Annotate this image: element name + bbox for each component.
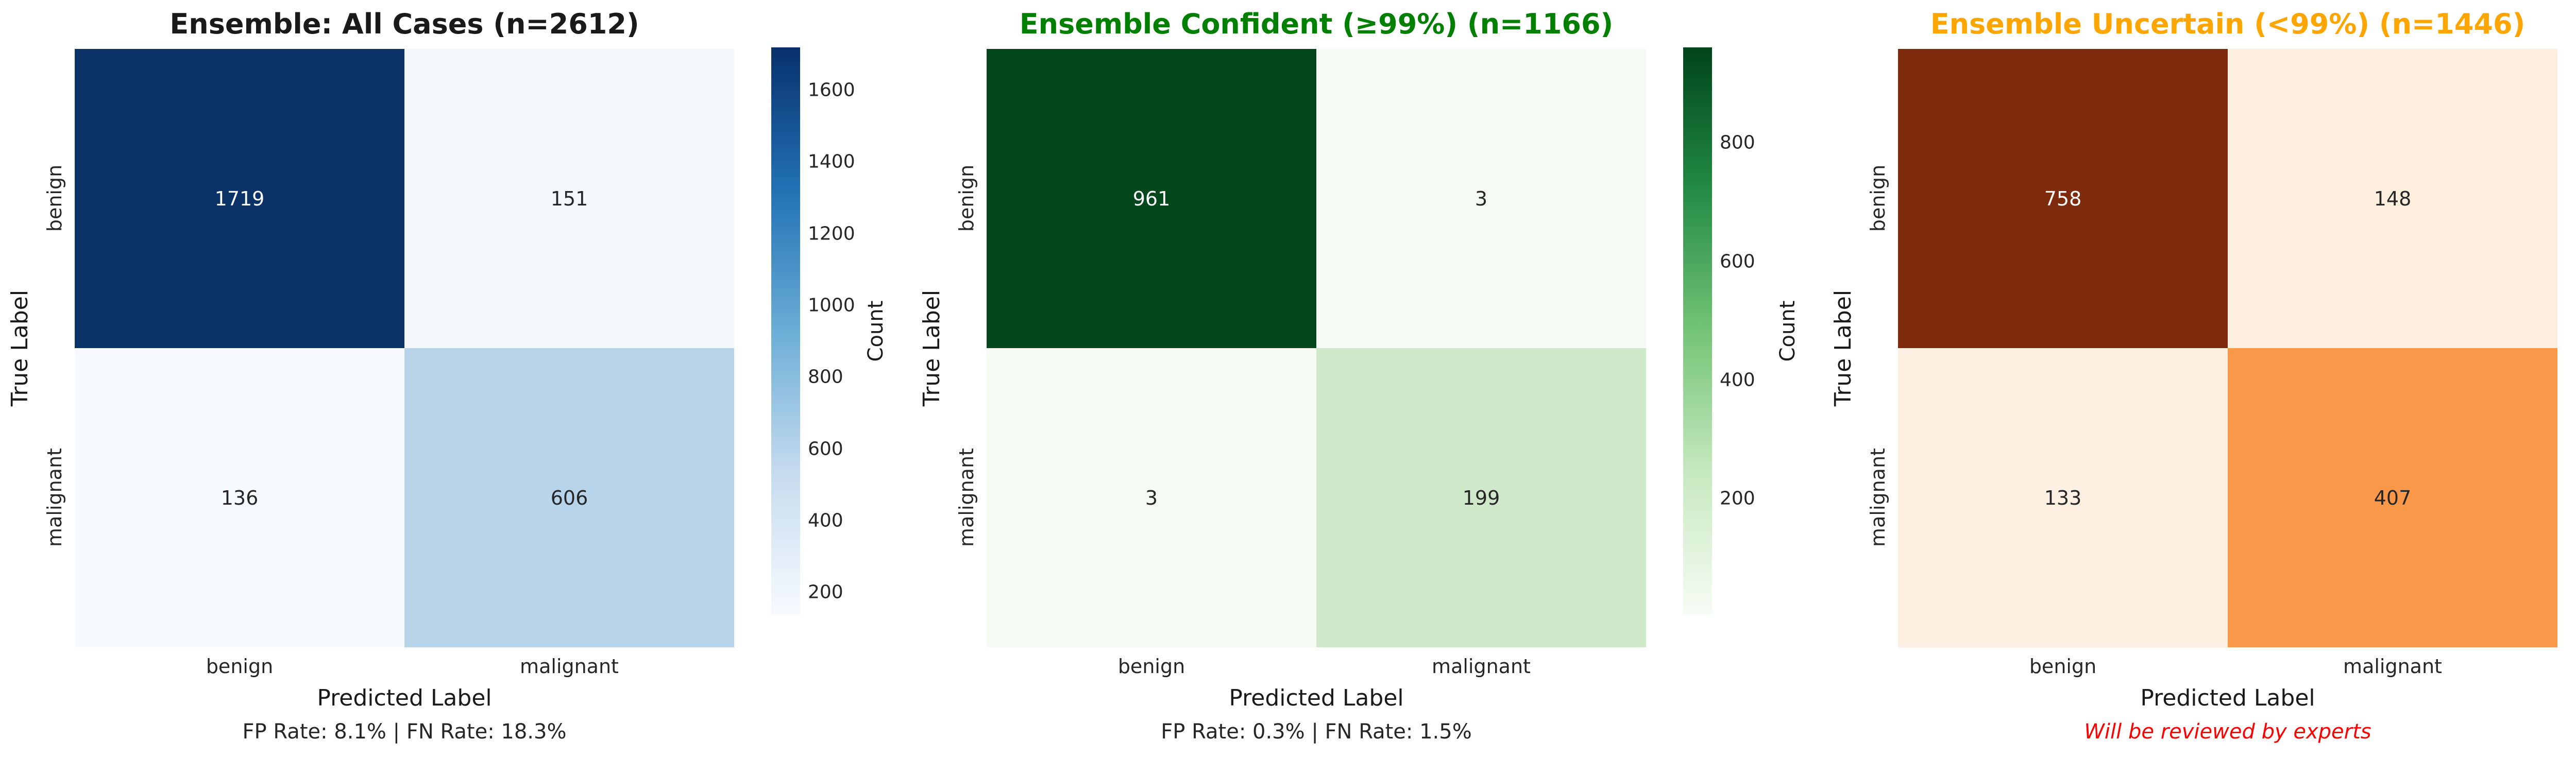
colorbar-tick-label: 600 <box>808 438 843 460</box>
colorbar-tick-label: 1200 <box>808 223 855 245</box>
cell-true-malignant-pred-malignant: 407 <box>2228 348 2557 647</box>
confusion-matrix: 961 3 3 199 <box>987 49 1646 647</box>
cell-true-benign-pred-malignant: 3 <box>1316 49 1646 348</box>
confusion-matrix: 758 148 133 407 <box>1898 49 2557 647</box>
cell-value: 1719 <box>214 187 265 210</box>
cell-true-malignant-pred-benign: 3 <box>987 348 1316 647</box>
cell-value: 407 <box>2374 486 2412 509</box>
confusion-matrix: 1719 151 136 606 <box>75 49 734 647</box>
colorbar-tick-label: 1000 <box>808 295 855 316</box>
panel-title: Ensemble Confident (≥99%) (n=1166) <box>1019 8 1614 40</box>
colorbar-tick-label: 200 <box>808 581 843 603</box>
footnote-rates: FP Rate: 0.3% | FN Rate: 1.5% <box>1161 720 1472 744</box>
colorbar-tick-label: 600 <box>1720 251 1755 272</box>
cell-value: 148 <box>2374 187 2412 210</box>
cell-true-malignant-pred-malignant: 606 <box>404 348 734 647</box>
colorbar-tick-label: 800 <box>1720 132 1755 153</box>
panel-title: Ensemble: All Cases (n=2612) <box>170 8 639 40</box>
cell-value: 3 <box>1475 187 1488 210</box>
x-tick-label-malignant: malignant <box>520 655 619 678</box>
cell-value: 606 <box>550 486 588 509</box>
colorbar-tick-label: 1600 <box>808 79 855 101</box>
cell-true-benign-pred-benign: 961 <box>987 49 1316 348</box>
cell-value: 136 <box>221 486 259 509</box>
colorbar <box>771 47 800 615</box>
cell-true-malignant-pred-benign: 136 <box>75 348 404 647</box>
colorbar-tick-label: 1400 <box>808 151 855 173</box>
colorbar-tick-label: 400 <box>808 510 843 531</box>
cell-true-benign-pred-malignant: 148 <box>2228 49 2557 348</box>
cell-true-benign-pred-benign: 758 <box>1898 49 2228 348</box>
cell-value: 3 <box>1145 486 1158 509</box>
x-axis-label: Predicted Label <box>1229 685 1404 711</box>
panel-title: Ensemble Uncertain (<99%) (n=1446) <box>1930 8 2526 40</box>
cell-value: 199 <box>1462 486 1500 509</box>
cell-value: 151 <box>550 187 588 210</box>
x-tick-label-malignant: malignant <box>2343 655 2442 678</box>
cell-true-malignant-pred-benign: 133 <box>1898 348 2228 647</box>
x-tick-label-benign: benign <box>2029 655 2097 678</box>
cell-value: 758 <box>2044 187 2082 210</box>
x-tick-label-benign: benign <box>1117 655 1185 678</box>
cell-true-benign-pred-benign: 1719 <box>75 49 404 348</box>
x-tick-label-benign: benign <box>206 655 274 678</box>
colorbar-tick-label: 800 <box>808 366 843 388</box>
colorbar-tick-label: 200 <box>1720 488 1755 509</box>
cell-value: 961 <box>1132 187 1171 210</box>
colorbar-tick-label: 400 <box>1720 369 1755 391</box>
x-tick-label-malignant: malignant <box>1432 655 1531 678</box>
footnote-rates: FP Rate: 8.1% | FN Rate: 18.3% <box>242 720 567 744</box>
panel-all-cases: Ensemble: All Cases (n=2612) True Label … <box>6 8 888 744</box>
x-axis-label: Predicted Label <box>317 685 492 711</box>
footnote-review-note: Will be reviewed by experts <box>2084 720 2371 744</box>
panel-confident: Ensemble Confident (≥99%) (n=1166) True … <box>918 8 1800 744</box>
colorbar <box>1683 47 1712 615</box>
x-axis-label: Predicted Label <box>2140 685 2315 711</box>
panel-uncertain: Ensemble Uncertain (<99%) (n=1446) True … <box>1823 0 2576 757</box>
cell-value: 133 <box>2044 486 2082 509</box>
cell-true-benign-pred-malignant: 151 <box>404 49 734 348</box>
cell-true-malignant-pred-malignant: 199 <box>1316 348 1646 647</box>
